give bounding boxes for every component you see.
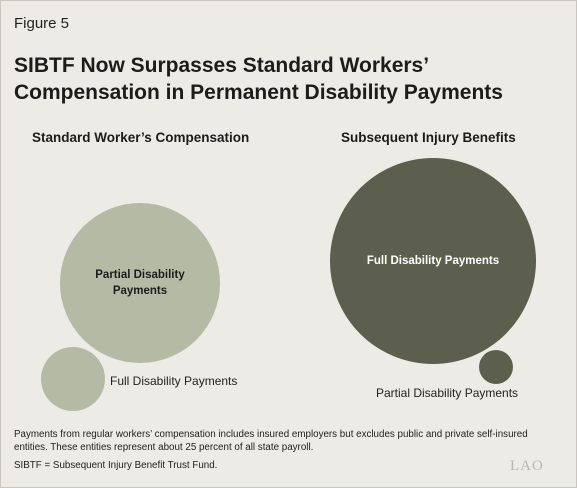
figure-label: Figure 5 xyxy=(14,15,70,32)
panel-title-standard: Standard Worker’s Compensation xyxy=(32,130,250,145)
lao-logo: LAO xyxy=(510,458,544,474)
bubble-label-sibtf-full: Full Disability Payments xyxy=(366,255,500,267)
bubble-label-standard-partial: Partial Disability Payments xyxy=(95,269,185,297)
figure-title: SIBTF Now Surpasses Standard Workers’ Co… xyxy=(14,52,554,106)
figure-title-line-1: SIBTF Now Surpasses Standard Workers’ xyxy=(14,54,430,77)
figure-title-line-2: Compensation in Permanent Disability Pay… xyxy=(14,81,503,104)
bubble-standard-full-disability xyxy=(41,347,105,411)
bubble-sibtf-partial-disability xyxy=(479,350,513,384)
label-standard-full-disability: Full Disability Payments xyxy=(110,374,238,388)
footnote-payments: Payments from regular workers’ compensat… xyxy=(14,429,528,453)
footnote-sibtf-definition: SIBTF = Subsequent Injury Benefit Trust … xyxy=(14,460,218,471)
bubble-sibtf-full-disability: Full Disability Payments xyxy=(330,158,536,364)
label-sibtf-partial-disability: Partial Disability Payments xyxy=(376,386,519,400)
bubble-standard-partial-disability: Partial Disability Payments xyxy=(60,203,220,363)
panel-title-sibtf: Subsequent Injury Benefits xyxy=(341,130,516,145)
